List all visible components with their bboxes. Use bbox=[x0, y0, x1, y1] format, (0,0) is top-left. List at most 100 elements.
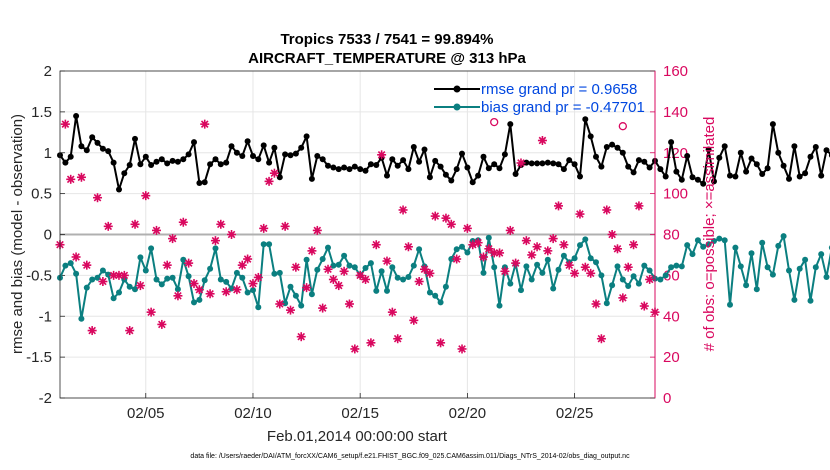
obs-assimilated-marker-core bbox=[599, 336, 604, 341]
rmse-point bbox=[780, 162, 787, 169]
rmse-point bbox=[426, 174, 433, 181]
rmse-point bbox=[512, 171, 519, 177]
obs-assimilated-marker-core bbox=[154, 228, 159, 233]
obs-assimilated-marker bbox=[634, 201, 644, 211]
obs-assimilated-marker bbox=[371, 240, 381, 250]
obs-assimilated-marker-core bbox=[593, 301, 599, 307]
obs-assimilated-marker-core bbox=[159, 322, 165, 327]
bias-point bbox=[753, 286, 760, 293]
bias-point bbox=[748, 250, 755, 257]
rmse-point bbox=[635, 157, 642, 164]
obs-assimilated-marker-core bbox=[282, 224, 288, 229]
rmse-point bbox=[196, 180, 203, 186]
obs-assimilated-marker-core bbox=[561, 242, 567, 247]
bias-point bbox=[459, 243, 465, 250]
bias-point bbox=[823, 274, 830, 280]
obs-assimilated-marker-core bbox=[567, 262, 572, 268]
bias-point bbox=[110, 295, 117, 302]
obs-assimilated-marker-core bbox=[111, 273, 116, 278]
obs-assimilated-marker bbox=[430, 211, 440, 221]
rmse-point bbox=[791, 143, 798, 150]
obs-assimilated-marker bbox=[157, 319, 167, 329]
obs-assimilated-marker bbox=[645, 274, 655, 284]
legend-rmse-label: rmse grand pr = 0.9658 bbox=[481, 81, 637, 98]
bias-point bbox=[330, 262, 337, 269]
bias-point bbox=[619, 276, 626, 283]
bias-point bbox=[786, 267, 792, 274]
obs-assimilated-marker-core bbox=[647, 277, 652, 282]
rmse-point bbox=[367, 161, 374, 168]
x-tick-label: 02/05 bbox=[127, 405, 165, 422]
obs-assimilated-marker bbox=[189, 279, 199, 289]
obs-assimilated-marker bbox=[602, 205, 612, 215]
rmse-point bbox=[641, 158, 648, 165]
rmse-point bbox=[764, 165, 771, 172]
obs-assimilated-marker-core bbox=[170, 236, 175, 241]
bias-point bbox=[625, 283, 632, 289]
bias-point bbox=[384, 287, 390, 294]
rmse-point bbox=[496, 165, 503, 172]
obs-assimilated-marker-core bbox=[577, 211, 583, 217]
rmse-point bbox=[673, 168, 680, 175]
bias-point bbox=[394, 274, 401, 281]
bias-point bbox=[287, 283, 294, 290]
bias-point bbox=[711, 238, 717, 244]
obs-assimilated-marker bbox=[495, 248, 505, 258]
bias-point bbox=[448, 256, 455, 262]
bias-point bbox=[737, 263, 744, 270]
obs-assimilated-marker-core bbox=[315, 228, 320, 233]
rmse-point bbox=[630, 169, 637, 176]
obs-assimilated-marker bbox=[350, 344, 360, 354]
bias-point bbox=[137, 254, 144, 261]
bias-point bbox=[432, 292, 439, 299]
obs-assimilated-marker bbox=[586, 268, 596, 278]
rmse-point bbox=[137, 161, 144, 168]
rmse-point bbox=[292, 150, 299, 157]
bias-point bbox=[158, 281, 165, 288]
rmse-point bbox=[689, 174, 696, 181]
obs-assimilated-marker-core bbox=[347, 301, 352, 307]
obs-assimilated-marker-core bbox=[449, 222, 454, 227]
obs-assimilated-marker-core bbox=[272, 170, 277, 176]
y-axis-label: rmse and bias (model - observation) bbox=[9, 114, 26, 354]
bias-point bbox=[426, 289, 433, 296]
bias-point bbox=[491, 264, 498, 271]
obs-assimilated-marker-core bbox=[207, 291, 213, 296]
bias-point bbox=[266, 241, 273, 248]
obs-assimilated-marker-core bbox=[229, 232, 234, 237]
bias-point bbox=[180, 256, 187, 263]
obs-assimilated-marker-core bbox=[374, 242, 379, 247]
bias-point bbox=[335, 261, 342, 268]
bias-point bbox=[807, 297, 814, 304]
bias-point bbox=[233, 269, 240, 276]
rmse-point bbox=[341, 164, 348, 171]
rmse-point bbox=[796, 173, 803, 180]
obs-assimilated-marker-core bbox=[89, 328, 95, 333]
bias-point bbox=[582, 236, 589, 243]
rmse-point bbox=[593, 153, 599, 160]
obs-assimilated-marker-core bbox=[245, 256, 250, 262]
obs-assimilated-marker bbox=[382, 256, 392, 266]
rmse-point bbox=[480, 153, 487, 160]
obs-assimilated-marker-core bbox=[132, 222, 138, 227]
bias-point bbox=[78, 315, 85, 322]
bias-point bbox=[351, 264, 358, 271]
rmse-point bbox=[89, 134, 96, 141]
obs-assimilated-marker-core bbox=[234, 287, 240, 292]
obs-assimilated-marker-core bbox=[299, 334, 304, 339]
obs-assimilated-marker-core bbox=[390, 309, 395, 315]
rmse-point bbox=[169, 157, 176, 164]
obs-assimilated-marker-core bbox=[116, 273, 122, 278]
rmse-point bbox=[73, 113, 80, 119]
bias-point bbox=[126, 283, 133, 290]
rmse-point bbox=[550, 160, 557, 167]
y-right-tick-label: 140 bbox=[663, 104, 688, 121]
bias-point bbox=[523, 263, 530, 270]
rmse-point bbox=[191, 139, 197, 146]
bias-point bbox=[609, 282, 616, 289]
obs-assimilated-marker bbox=[184, 258, 194, 268]
obs-assimilated-marker bbox=[527, 250, 537, 260]
obs-assimilated-marker bbox=[307, 246, 317, 256]
obs-assimilated-marker bbox=[446, 219, 456, 229]
